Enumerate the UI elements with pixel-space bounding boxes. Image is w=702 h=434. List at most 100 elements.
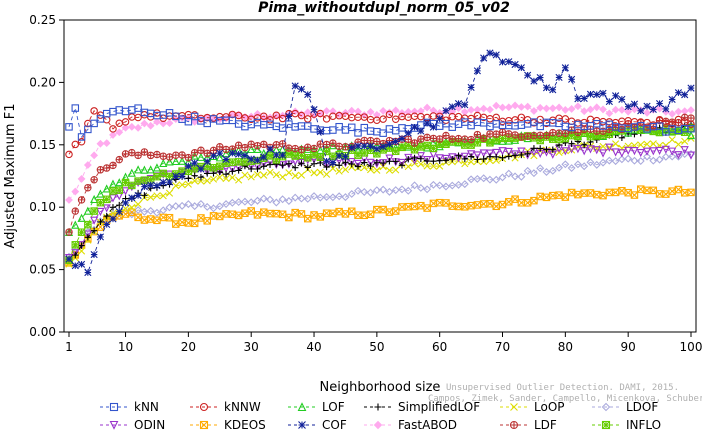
legend-item-ldof: LDOF (592, 400, 658, 414)
data-point (184, 162, 192, 170)
data-point (102, 139, 111, 148)
data-point (636, 157, 645, 166)
data-point (398, 143, 406, 152)
data-point (366, 188, 375, 197)
data-point (228, 198, 237, 207)
data-point (285, 213, 293, 222)
data-point (316, 128, 324, 136)
data-point (511, 152, 519, 159)
data-point (134, 113, 142, 122)
data-point (385, 110, 394, 119)
data-point (259, 194, 268, 203)
data-point (84, 234, 92, 241)
data-point (354, 211, 362, 219)
data-point (435, 135, 444, 143)
data-point (473, 174, 482, 183)
data-point (599, 105, 607, 114)
data-point (655, 104, 664, 113)
data-point (83, 206, 92, 215)
legend-item-kdeos: KDEOS (190, 418, 266, 432)
data-point (260, 163, 267, 170)
data-point (366, 158, 375, 167)
data-point (209, 175, 218, 183)
y-tick-label: 0.00 (29, 325, 56, 339)
data-point (222, 174, 230, 183)
data-point (253, 170, 262, 179)
data-point (498, 147, 507, 156)
data-point (386, 158, 393, 165)
y-tick-label: 0.05 (29, 263, 56, 277)
data-point (454, 104, 463, 112)
data-point (504, 147, 513, 157)
data-point (115, 208, 123, 216)
data-point (228, 149, 236, 157)
data-point (184, 117, 193, 126)
data-point (354, 186, 362, 195)
data-point (637, 107, 645, 115)
data-point (172, 172, 180, 180)
data-point (586, 145, 595, 154)
data-point (460, 180, 469, 189)
data-point (580, 107, 589, 116)
data-point (134, 213, 142, 222)
data-point (285, 112, 293, 121)
data-point (467, 175, 476, 184)
data-point (204, 170, 211, 177)
series-line (68, 104, 692, 201)
data-point (348, 160, 355, 168)
data-point (165, 213, 174, 222)
data-point (197, 177, 205, 185)
data-point (65, 255, 73, 263)
data-point (366, 166, 375, 174)
data-point (329, 152, 337, 161)
data-point (197, 174, 205, 181)
legend-label: LDF (534, 418, 557, 432)
data-point (580, 147, 589, 156)
data-point (555, 103, 563, 112)
data-point (404, 141, 413, 150)
data-point (278, 124, 287, 132)
data-point (674, 140, 683, 149)
data-point (115, 155, 124, 164)
data-point (178, 172, 186, 180)
data-point (190, 117, 199, 126)
x-tick-label: 30 (244, 340, 259, 354)
data-point (203, 119, 211, 128)
data-point (279, 173, 287, 181)
data-point (285, 160, 293, 167)
data-point (77, 241, 86, 250)
x-tick-label: 70 (495, 340, 510, 354)
plot-frame (63, 19, 697, 333)
data-point (423, 141, 431, 150)
data-point (121, 123, 130, 132)
data-point (109, 131, 117, 139)
data-point (555, 73, 563, 82)
data-point (184, 180, 192, 188)
data-point (429, 180, 438, 189)
data-point (498, 200, 507, 209)
data-point (448, 107, 457, 116)
data-point (410, 123, 419, 131)
data-point (429, 123, 437, 131)
data-point (184, 153, 193, 162)
data-point (561, 129, 570, 138)
x-tick-label: 20 (181, 340, 196, 354)
data-point (611, 157, 620, 166)
data-point (493, 153, 500, 161)
data-point (536, 164, 545, 173)
legend-label: LOF (322, 400, 345, 414)
data-point (178, 151, 186, 159)
data-point (116, 201, 123, 209)
data-point (184, 200, 193, 209)
data-point (222, 171, 230, 178)
data-point (636, 148, 645, 158)
data-point (605, 143, 614, 152)
data-point (549, 135, 557, 143)
data-point (310, 144, 318, 153)
data-point (429, 134, 438, 143)
data-point (84, 220, 92, 229)
data-point (536, 103, 545, 112)
data-point (624, 188, 632, 197)
data-point (417, 121, 425, 129)
